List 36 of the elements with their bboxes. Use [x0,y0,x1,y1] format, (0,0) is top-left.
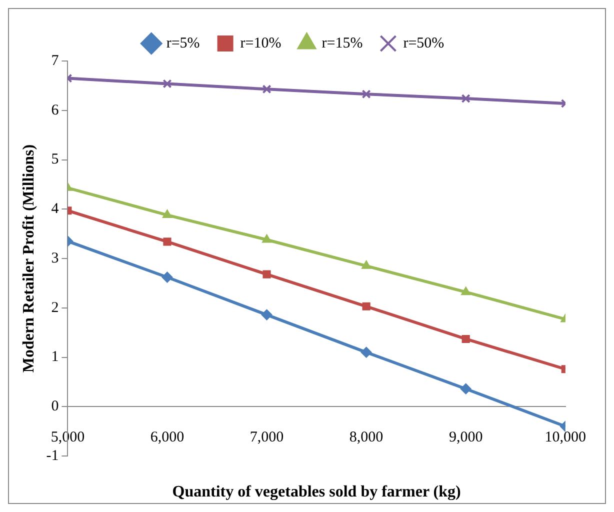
x-tick-label: 8,000 [349,430,384,446]
point [262,270,271,278]
x-tick-label: 10,000 [544,430,586,446]
y-tick-label: 6 [51,102,60,118]
y-axis-title: Modern Retailer Profit (Millions) [20,144,38,373]
y-tick-label: 2 [51,300,59,316]
x-tick-label: 6,000 [150,430,184,446]
point [460,383,472,394]
point [361,260,372,269]
legend-label: r=10% [240,35,282,52]
x-axis-title: Quantity of vegetables sold by farmer (kg) [172,483,461,500]
y-tick-label: 0 [51,398,59,415]
point [362,302,370,310]
y-tick-label: 7 [51,52,60,69]
point [162,272,173,283]
point [262,234,272,243]
point [162,79,172,88]
point [262,84,272,94]
point [163,238,172,246]
legend-label: r=50% [403,35,444,52]
y-tick-label: 4 [51,201,60,218]
point [261,309,272,320]
y-tick-label: -1 [46,448,59,464]
y-tick-label: 1 [51,349,59,366]
point [461,94,470,104]
point [360,346,372,358]
point [462,334,470,344]
legend-label: r=15% [322,35,363,52]
legend-label: r=5% [166,35,200,52]
point [162,210,172,218]
y-tick-label: 3 [51,250,59,266]
x-tick-label: 7,000 [250,430,284,446]
y-tick-label: 5 [51,152,59,168]
point [362,90,371,99]
point [461,286,471,296]
x-tick-label: 9,000 [448,430,483,446]
